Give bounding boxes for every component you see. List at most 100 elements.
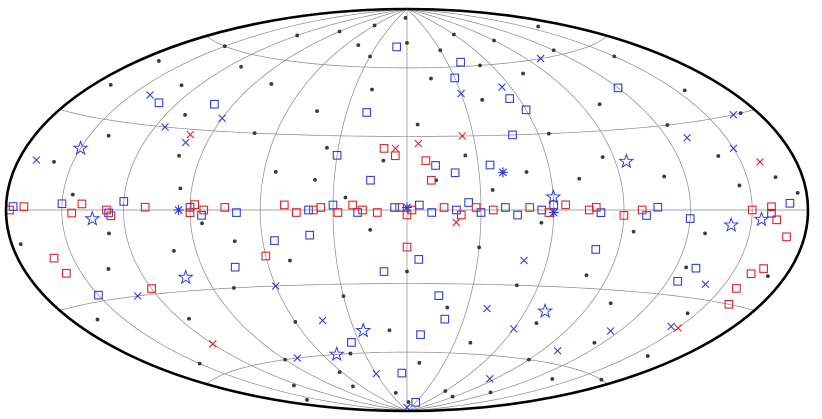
source-square — [119, 197, 129, 206]
parallel — [59, 283, 755, 311]
source-square — [366, 175, 375, 185]
source-dot — [106, 267, 111, 271]
source-dot — [480, 97, 485, 102]
source-dot — [288, 258, 292, 263]
source-square — [691, 263, 701, 273]
source-square — [414, 255, 424, 264]
source-dot — [315, 109, 319, 114]
source-square — [379, 144, 389, 153]
source-cross — [181, 138, 190, 147]
source-cross — [667, 322, 676, 331]
source-square — [304, 205, 313, 215]
source-dot — [313, 177, 317, 182]
source-square — [397, 368, 407, 378]
source-square — [434, 291, 444, 300]
source-dot — [283, 357, 288, 362]
source-square — [476, 208, 486, 217]
source-square — [261, 251, 271, 261]
source-dot — [488, 390, 493, 395]
source-cross — [293, 354, 302, 362]
source-cross — [161, 123, 169, 131]
source-dot — [599, 377, 604, 382]
source-dot — [372, 23, 377, 28]
source-square — [106, 211, 116, 221]
source-square — [427, 208, 437, 217]
source-cross — [318, 316, 327, 325]
source-square — [362, 108, 372, 117]
source-dot — [293, 320, 298, 324]
source-cross — [683, 133, 691, 142]
source-square — [190, 200, 200, 209]
source-dot — [183, 113, 187, 117]
source-cross — [509, 324, 518, 333]
source-square — [653, 202, 663, 212]
source-dot — [738, 111, 743, 115]
source-star — [328, 345, 345, 362]
source-square — [724, 299, 734, 309]
source-dot — [429, 76, 433, 81]
source-square — [596, 208, 606, 217]
parallel — [59, 109, 755, 137]
source-star — [84, 210, 101, 226]
source-square — [767, 208, 776, 218]
source-dot — [269, 82, 274, 86]
source-dot — [52, 159, 56, 164]
source-square — [77, 199, 87, 209]
source-square — [673, 276, 683, 286]
source-dot — [393, 391, 398, 395]
source-dot — [381, 158, 386, 163]
source-dot — [405, 269, 409, 274]
source-square — [185, 202, 195, 212]
source-dot — [685, 311, 690, 316]
source-dot — [368, 227, 373, 232]
source-cross — [729, 110, 738, 119]
source-dot — [492, 38, 496, 43]
source-star — [618, 153, 635, 169]
source-dot — [539, 220, 544, 225]
source-dot — [584, 273, 589, 278]
source-dot — [600, 155, 605, 160]
source-square — [199, 205, 209, 215]
source-asterisk — [402, 202, 412, 213]
source-cross — [271, 282, 280, 290]
source-square — [292, 208, 301, 217]
source-dot — [737, 183, 742, 188]
source-cross — [458, 132, 467, 140]
source-dot — [107, 231, 111, 236]
source-cross — [536, 54, 545, 63]
source-dot — [239, 64, 243, 69]
source-square — [57, 199, 67, 209]
source-square — [67, 208, 77, 218]
source-cross — [701, 280, 710, 289]
source-square — [19, 202, 29, 211]
source-dot — [438, 48, 443, 53]
source-square — [210, 99, 219, 109]
source-square — [591, 245, 601, 254]
source-square — [456, 210, 466, 220]
source-square — [521, 105, 531, 115]
source-square — [390, 151, 400, 161]
source-cross — [457, 89, 466, 98]
source-cross — [372, 369, 381, 378]
source-square — [232, 208, 241, 217]
source-square — [402, 242, 412, 252]
source-asterisk — [173, 205, 184, 215]
source-square — [488, 205, 498, 215]
source-dot — [252, 131, 257, 136]
source-square — [305, 230, 315, 240]
source-series — [18, 16, 800, 404]
source-square — [561, 200, 570, 210]
source-square — [279, 200, 289, 210]
source-square — [415, 200, 424, 210]
source-dot — [356, 43, 361, 48]
source-square — [501, 203, 510, 212]
source-cross — [146, 91, 154, 99]
source-dot — [536, 24, 541, 29]
source-dot — [662, 174, 667, 179]
source-dot — [337, 29, 342, 34]
source-square — [220, 203, 230, 212]
source-series — [72, 139, 770, 362]
source-square — [185, 208, 195, 218]
source-square — [525, 203, 535, 212]
source-square — [154, 98, 164, 108]
